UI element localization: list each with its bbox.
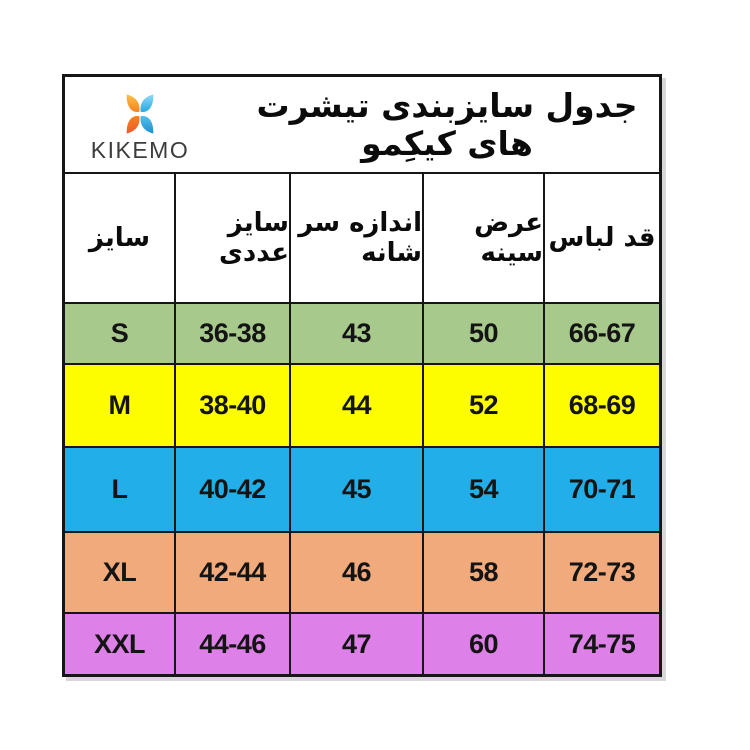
- brand-name: KIKEMO: [90, 136, 190, 163]
- column-header-shoulder: اندازه سر شانه: [291, 172, 424, 302]
- cell-s-chest: 50: [424, 302, 545, 363]
- cell-xl-chest: 58: [424, 531, 545, 612]
- cell-m-length: 68-69: [545, 363, 659, 446]
- page-title: جدول سایزبندی تیشرت های کیکِمو: [256, 85, 638, 163]
- cell-xl-length: 72-73: [545, 531, 659, 612]
- cell-xxl-shoulder: 47: [291, 612, 424, 674]
- table-header: KIKEMO جدول سایزبندی تیشرت های کیکِمو: [65, 77, 659, 172]
- cell-l-length: 70-71: [545, 446, 659, 531]
- cell-m-size: M: [65, 363, 176, 446]
- brand-block: KIKEMO: [65, 88, 215, 162]
- cell-m-shoulder: 44: [291, 363, 424, 446]
- cell-l-shoulder: 45: [291, 446, 424, 531]
- column-header-length: قد لباس: [545, 172, 659, 302]
- size-grid: سایز سایز عددی اندازه سر شانه عرض سینه ق…: [65, 172, 659, 674]
- cell-l-size: L: [65, 446, 176, 531]
- cell-xl-size: XL: [65, 531, 176, 612]
- cell-xxl-numeric-size: 44-46: [176, 612, 291, 674]
- cell-xxl-size: XXL: [65, 612, 176, 674]
- cell-m-numeric-size: 38-40: [176, 363, 291, 446]
- cell-xxl-chest: 60: [424, 612, 545, 674]
- cell-xl-numeric-size: 42-44: [176, 531, 291, 612]
- cell-l-chest: 54: [424, 446, 545, 531]
- cell-l-numeric-size: 40-42: [176, 446, 291, 531]
- cell-xl-shoulder: 46: [291, 531, 424, 612]
- kikemo-pinwheel-icon: [126, 94, 154, 133]
- column-header-numeric-size: سایز عددی: [176, 172, 291, 302]
- cell-s-numeric-size: 36-38: [176, 302, 291, 363]
- column-header-chest: عرض سینه: [424, 172, 545, 302]
- cell-xxl-length: 74-75: [545, 612, 659, 674]
- cell-m-chest: 52: [424, 363, 545, 446]
- cell-s-size: S: [65, 302, 176, 363]
- column-header-size: سایز: [65, 172, 176, 302]
- cell-s-length: 66-67: [545, 302, 659, 363]
- cell-s-shoulder: 43: [291, 302, 424, 363]
- size-chart-table: KIKEMO جدول سایزبندی تیشرت های کیکِمو سا…: [62, 74, 662, 677]
